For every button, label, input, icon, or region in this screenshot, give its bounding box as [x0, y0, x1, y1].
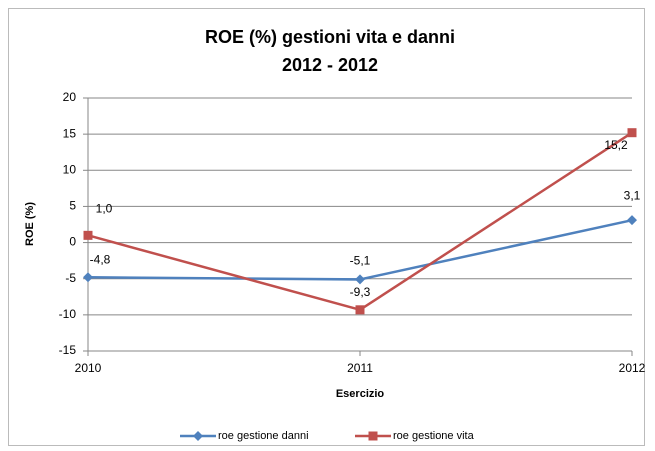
data-point [355, 305, 365, 315]
y-tick-label: -10 [59, 307, 77, 321]
legend-marker [368, 431, 378, 441]
data-label: 1,0 [96, 202, 113, 216]
x-tick-label: 2012 [619, 361, 646, 375]
x-tick-label: 2010 [75, 361, 102, 375]
data-point [627, 215, 637, 226]
data-label: -5,1 [350, 254, 371, 268]
y-axis-label: ROE (%) [24, 202, 36, 246]
data-point [627, 128, 637, 138]
data-point [355, 274, 365, 285]
legend-marker [193, 431, 203, 441]
data-point [83, 272, 93, 283]
data-label: 15,2 [604, 138, 628, 152]
x-tick-label: 2011 [347, 361, 373, 375]
y-tick-label: -15 [59, 343, 77, 357]
legend-label: roe gestione danni [218, 430, 309, 442]
x-axis-label: Esercizio [336, 388, 385, 400]
y-tick-label: 0 [69, 235, 76, 249]
data-point [83, 230, 93, 240]
y-tick-label: 20 [63, 90, 77, 104]
y-tick-label: 15 [63, 126, 77, 140]
chart-title: ROE (%) gestioni vita e danni [205, 27, 455, 47]
chart-subtitle: 2012 - 2012 [282, 55, 378, 75]
y-tick-label: -5 [65, 271, 76, 285]
data-label: -9,3 [350, 285, 371, 299]
data-label: -4,8 [90, 252, 111, 266]
chart-frame [8, 8, 645, 446]
y-tick-label: 10 [63, 162, 77, 176]
y-tick-label: 5 [69, 199, 76, 213]
legend-label: roe gestione vita [393, 430, 475, 442]
data-label: 3,1 [624, 188, 641, 202]
